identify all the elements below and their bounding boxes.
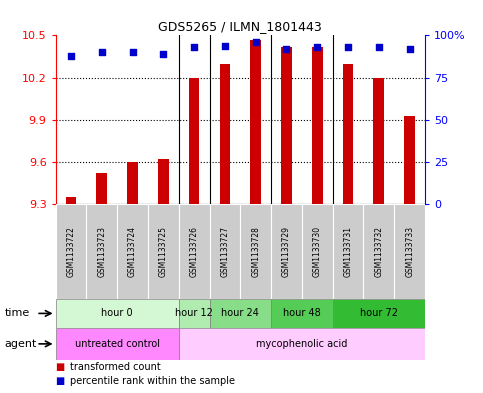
Bar (86, 204, 117, 299)
Text: transformed count: transformed count (70, 362, 161, 373)
Point (313, 44, 321, 50)
Point (252, 39, 259, 45)
Bar (117, 204, 148, 299)
Bar (364, 204, 394, 299)
Text: time: time (5, 309, 30, 318)
Text: GSM1133724: GSM1133724 (128, 226, 137, 277)
Bar (210, 204, 240, 299)
Point (159, 51, 167, 57)
Point (344, 44, 352, 50)
Bar (189, 78, 199, 204)
Text: hour 0: hour 0 (101, 309, 133, 318)
Text: GSM1133726: GSM1133726 (190, 226, 199, 277)
Bar (56, 328, 179, 360)
Text: untreated control: untreated control (75, 339, 159, 349)
Text: hour 24: hour 24 (221, 309, 259, 318)
Bar (158, 159, 169, 204)
Text: hour 48: hour 48 (283, 309, 321, 318)
Bar (281, 47, 292, 204)
Bar (56, 299, 179, 328)
Text: GSM1133725: GSM1133725 (159, 226, 168, 277)
Text: GSM1133733: GSM1133733 (405, 226, 414, 277)
Text: GSM1133730: GSM1133730 (313, 226, 322, 277)
Bar (271, 204, 302, 299)
Text: agent: agent (5, 339, 37, 349)
Bar (56, 204, 86, 299)
Point (406, 46, 413, 52)
Point (128, 49, 136, 55)
Text: ■: ■ (56, 362, 65, 373)
Bar (373, 78, 384, 204)
Text: hour 72: hour 72 (360, 309, 398, 318)
Bar (127, 162, 138, 204)
Text: GSM1133732: GSM1133732 (374, 226, 384, 277)
Bar (210, 299, 271, 328)
Text: GSM1133731: GSM1133731 (343, 226, 353, 277)
Bar (333, 299, 425, 328)
Point (221, 42, 229, 49)
Point (67, 53, 75, 59)
Text: GSM1133727: GSM1133727 (220, 226, 229, 277)
Bar (148, 204, 179, 299)
Point (283, 46, 290, 52)
Bar (312, 47, 323, 204)
Bar (179, 204, 210, 299)
Title: GDS5265 / ILMN_1801443: GDS5265 / ILMN_1801443 (158, 20, 322, 33)
Bar (179, 328, 425, 360)
Bar (96, 173, 107, 204)
Bar (179, 299, 210, 328)
Text: mycophenolic acid: mycophenolic acid (256, 339, 348, 349)
Text: ■: ■ (56, 376, 65, 386)
Bar (404, 116, 415, 204)
Bar (333, 204, 364, 299)
Bar (302, 204, 333, 299)
Text: GSM1133723: GSM1133723 (97, 226, 106, 277)
Bar (240, 204, 271, 299)
Bar (394, 204, 425, 299)
Bar (250, 40, 261, 204)
Bar (342, 64, 354, 204)
Text: percentile rank within the sample: percentile rank within the sample (70, 376, 235, 386)
Point (190, 44, 198, 50)
Text: hour 12: hour 12 (175, 309, 213, 318)
Text: GSM1133728: GSM1133728 (251, 226, 260, 277)
Bar (66, 197, 76, 204)
Point (98, 49, 106, 55)
Bar (219, 64, 230, 204)
Text: GSM1133729: GSM1133729 (282, 226, 291, 277)
Bar (271, 299, 333, 328)
Point (375, 44, 383, 50)
Text: GSM1133722: GSM1133722 (67, 226, 75, 277)
